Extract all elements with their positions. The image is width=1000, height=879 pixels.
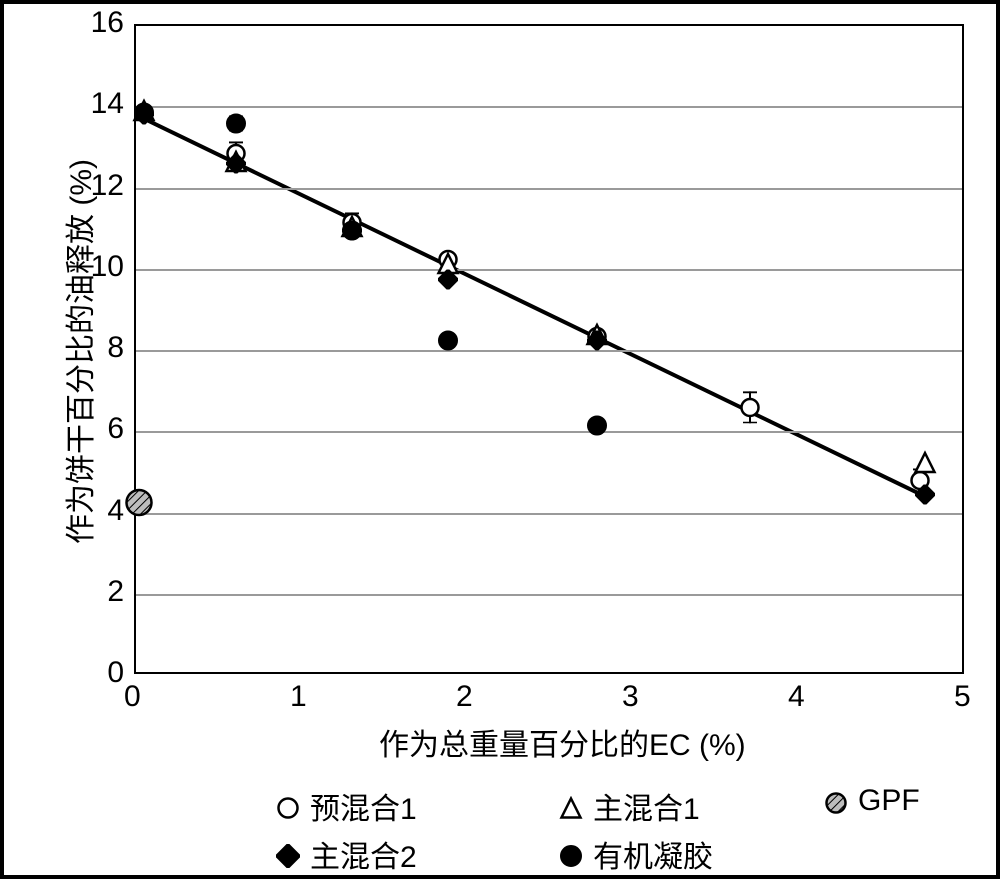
data-point-mainmix2 [915, 485, 935, 510]
legend-label: 预混合1 [310, 784, 417, 828]
gridline [136, 106, 962, 108]
error-bar [229, 141, 243, 170]
data-point-premix1 [739, 396, 761, 423]
legend-item-gpf: GPF [824, 784, 920, 818]
plot-area [134, 24, 964, 674]
x-tick-label: 4 [788, 680, 805, 714]
x-tick-label: 0 [124, 680, 141, 714]
x-tick-label: 1 [290, 680, 307, 714]
data-point-mainmix1 [913, 450, 937, 479]
legend-marker-organogel [559, 842, 583, 866]
gridline [136, 188, 962, 190]
y-tick-label: 14 [74, 87, 124, 121]
y-tick-label: 0 [74, 656, 124, 690]
error-bar [913, 468, 927, 497]
data-point-mainmix2 [134, 105, 154, 130]
data-point-premix1 [909, 470, 931, 497]
data-point-premix1 [341, 212, 363, 239]
data-point-premix1 [437, 248, 459, 275]
legend-marker-mainmix2 [276, 842, 300, 866]
legend-item-premix1: 预混合1 [276, 784, 417, 828]
data-point-mainmix2 [342, 221, 362, 246]
y-tick-label: 2 [74, 575, 124, 609]
data-point-mainmix1 [436, 251, 460, 280]
x-tick-label: 3 [622, 680, 639, 714]
legend-item-mainmix1: 主混合1 [559, 784, 700, 828]
x-tick-label: 2 [456, 680, 473, 714]
error-bar [345, 212, 359, 237]
data-point-mainmix1 [224, 150, 248, 179]
y-axis-label: 作为饼干百分比的油释放 (%) [56, 159, 100, 544]
data-point-mainmix2 [438, 269, 458, 294]
y-tick-label: 16 [74, 6, 124, 40]
legend-label: 主混合1 [593, 784, 700, 828]
data-point-organogel [437, 329, 459, 356]
legend-label: 主混合2 [310, 832, 417, 876]
legend-marker-mainmix1 [559, 794, 583, 818]
legend-item-mainmix2: 主混合2 [276, 832, 417, 876]
data-point-organogel [225, 112, 247, 139]
data-point-premix1 [225, 143, 247, 170]
legend-label: GPF [858, 784, 920, 818]
data-point-mainmix1 [585, 322, 609, 351]
data-point-premix1 [586, 325, 608, 352]
gridline [136, 431, 962, 433]
data-point-mainmix1 [340, 215, 364, 244]
legend-marker-gpf [824, 789, 848, 813]
trendline [136, 26, 962, 672]
gridline [136, 350, 962, 352]
legend-item-organogel: 有机凝胶 [559, 832, 713, 876]
error-bar [229, 115, 243, 136]
error-bar [743, 391, 757, 429]
gridline [136, 594, 962, 596]
gridline [136, 513, 962, 515]
gridline [136, 269, 962, 271]
legend-marker-premix1 [276, 794, 300, 818]
data-point-mainmix1 [132, 99, 156, 128]
legend-label: 有机凝胶 [593, 832, 713, 876]
x-axis-label: 作为总重量百分比的EC (%) [379, 720, 746, 764]
data-point-mainmix2 [226, 154, 246, 179]
data-point-organogel [341, 220, 363, 247]
data-point-organogel [586, 415, 608, 442]
chart-container: 0246810121416 012345 作为饼干百分比的油释放 (%) 作为总… [0, 0, 1000, 879]
data-point-gpf [124, 488, 154, 523]
x-tick-label: 5 [954, 680, 971, 714]
